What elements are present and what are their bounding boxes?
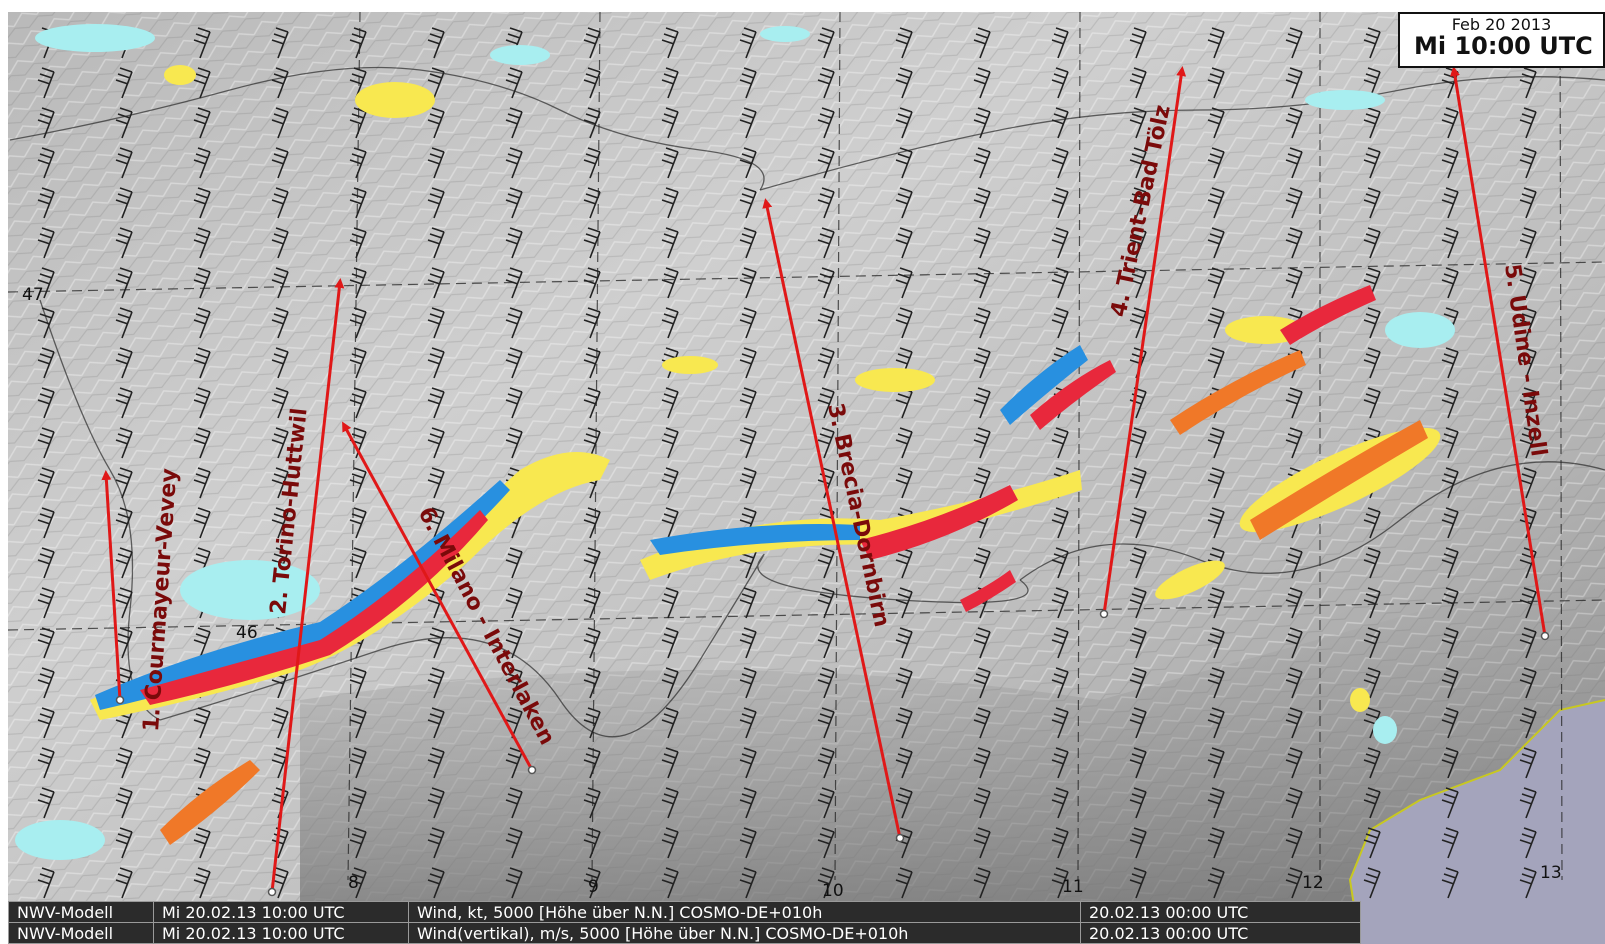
field-description: Wind(vertikal), m/s, 5000 [Höhe über N.N…: [408, 922, 1081, 944]
po-plain-shade: [300, 560, 1605, 944]
model-name: NWV-Modell: [8, 922, 154, 944]
route-arrow-3: [762, 198, 902, 839]
timestamp-time: Mi 10:00 UTC: [1414, 32, 1593, 60]
route-arrow-5: [1450, 66, 1547, 637]
adriatic-sea: [1350, 700, 1605, 944]
valid-time: Mi 20.02.13 10:00 UTC: [153, 901, 409, 923]
lat-label-46: 46: [236, 623, 258, 643]
updraft-downdraft-bands: [90, 285, 1428, 845]
vertical-wind-field: [15, 24, 1455, 860]
model-name: NWV-Modell: [8, 901, 154, 923]
timestamp-box: Feb 20 2013 Mi 10:00 UTC: [1398, 12, 1605, 68]
route-arrow-1: [101, 470, 122, 701]
lon-label-11: 11: [1062, 877, 1084, 897]
model-info-row: NWV-Modell Mi 20.02.13 10:00 UTC Wind(ve…: [8, 922, 1361, 944]
lon-label-9: 9: [588, 877, 599, 897]
route-start-points: [115, 609, 1550, 897]
run-time: 20.02.13 00:00 UTC: [1080, 922, 1361, 944]
route-lines: [101, 66, 1547, 893]
route-arrow-2: [270, 278, 345, 893]
field-description: Wind, kt, 5000 [Höhe über N.N.] COSMO-DE…: [408, 901, 1081, 923]
lon-label-10: 10: [822, 881, 844, 901]
coordinate-labels: 8 9 10 11 12 13 47 46: [22, 285, 1562, 901]
model-info-row: NWV-Modell Mi 20.02.13 10:00 UTC Wind, k…: [8, 901, 1361, 923]
coastline: [1348, 699, 1605, 944]
lon-label-8: 8: [348, 873, 359, 893]
route-arrow-6: [342, 421, 534, 771]
lon-label-12: 12: [1302, 873, 1324, 893]
lon-label-13: 13: [1540, 863, 1562, 883]
valid-time: Mi 20.02.13 10:00 UTC: [153, 922, 409, 944]
run-time: 20.02.13 00:00 UTC: [1080, 901, 1361, 923]
lat-label-47: 47: [22, 285, 44, 305]
timestamp-date: Feb 20 2013: [1451, 15, 1552, 34]
route-arrow-4: [1102, 66, 1187, 615]
weak-downdraft-areas: [15, 24, 1455, 860]
country-borders: [9, 66, 1605, 738]
model-info-table: NWV-Modell Mi 20.02.13 10:00 UTC Wind, k…: [8, 901, 1361, 944]
